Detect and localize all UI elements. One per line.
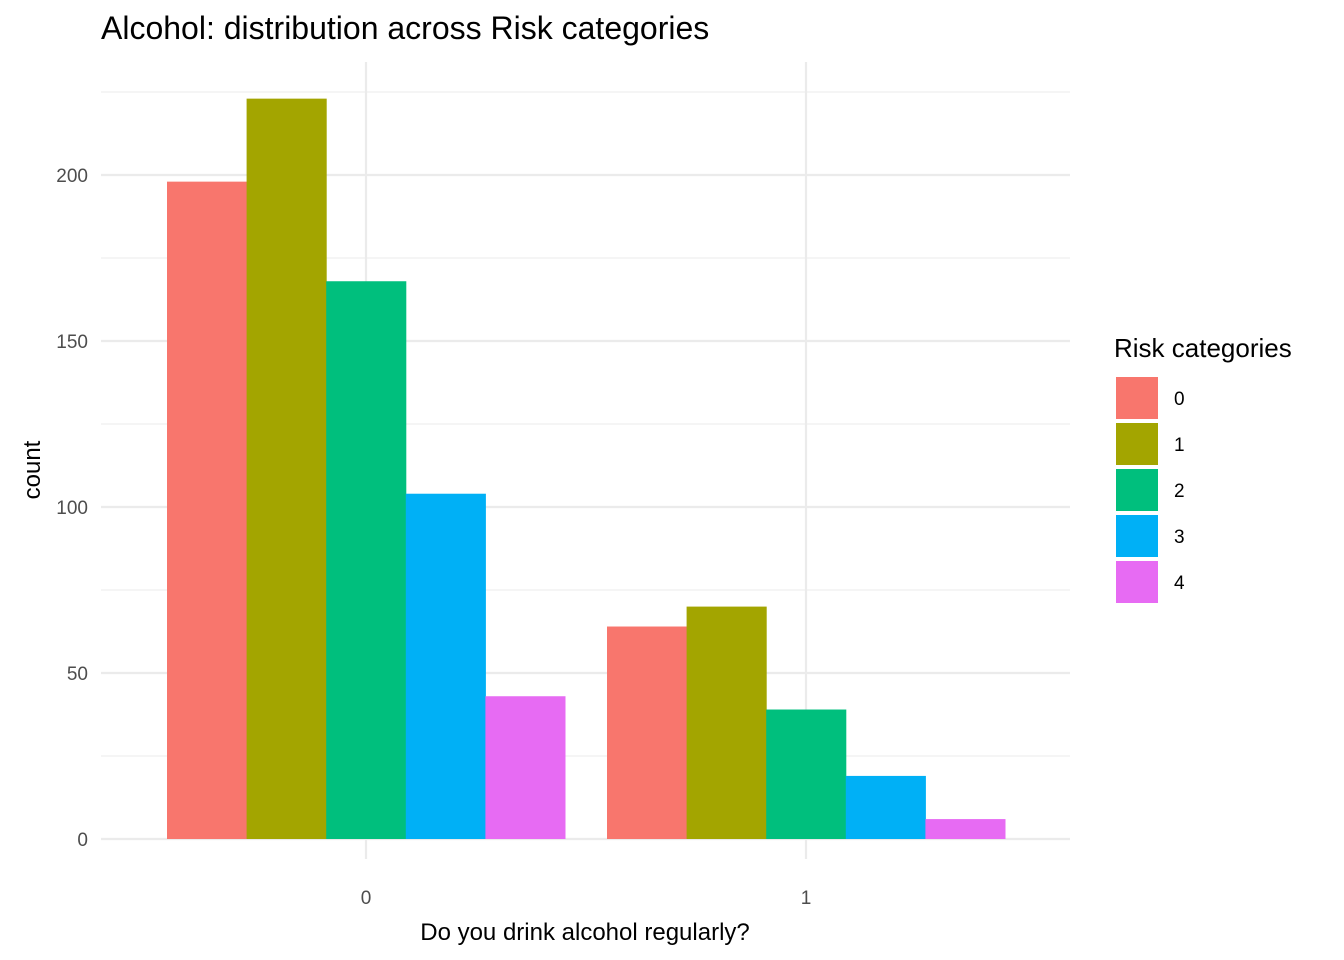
bar-cat-0-risk-2 (326, 281, 407, 839)
x-axis-title: Do you drink alcohol regularly? (420, 919, 750, 946)
bar-cat-1-risk-0 (607, 626, 688, 839)
legend-key-0 (1116, 377, 1158, 419)
chart-title: Alcohol: distribution across Risk catego… (101, 10, 709, 46)
bars (167, 98, 1006, 839)
legend-key-3 (1116, 515, 1158, 557)
x-tick-label: 1 (801, 888, 812, 909)
y-tick-label: 100 (56, 498, 88, 519)
legend: Risk categories 0 1 2 3 4 (1114, 333, 1292, 603)
legend-key-1 (1116, 423, 1158, 465)
bar-cat-0-risk-0 (167, 181, 248, 839)
y-tick-label: 0 (77, 830, 88, 851)
legend-key-2 (1116, 469, 1158, 511)
bar-cat-0-risk-1 (246, 98, 327, 839)
y-axis-ticks: 0 50 100 150 200 (56, 166, 88, 851)
legend-title: Risk categories (1114, 333, 1292, 363)
bar-cat-0-risk-4 (485, 696, 566, 839)
y-tick-label: 200 (56, 166, 88, 187)
legend-label-0: 0 (1174, 389, 1185, 410)
y-axis-title: count (19, 440, 46, 499)
legend-label-4: 4 (1174, 573, 1185, 594)
bar-cat-0-risk-3 (405, 493, 486, 839)
bar-cat-1-risk-3 (845, 775, 926, 839)
x-tick-label: 0 (361, 888, 372, 909)
y-tick-label: 150 (56, 332, 88, 353)
bar-cat-1-risk-1 (686, 606, 767, 839)
legend-key-4 (1116, 561, 1158, 603)
legend-label-3: 3 (1174, 527, 1185, 548)
y-tick-label: 50 (67, 664, 88, 685)
legend-label-2: 2 (1174, 481, 1185, 502)
bar-cat-1-risk-4 (925, 819, 1006, 839)
bar-cat-1-risk-2 (766, 709, 847, 839)
legend-label-1: 1 (1174, 435, 1185, 456)
